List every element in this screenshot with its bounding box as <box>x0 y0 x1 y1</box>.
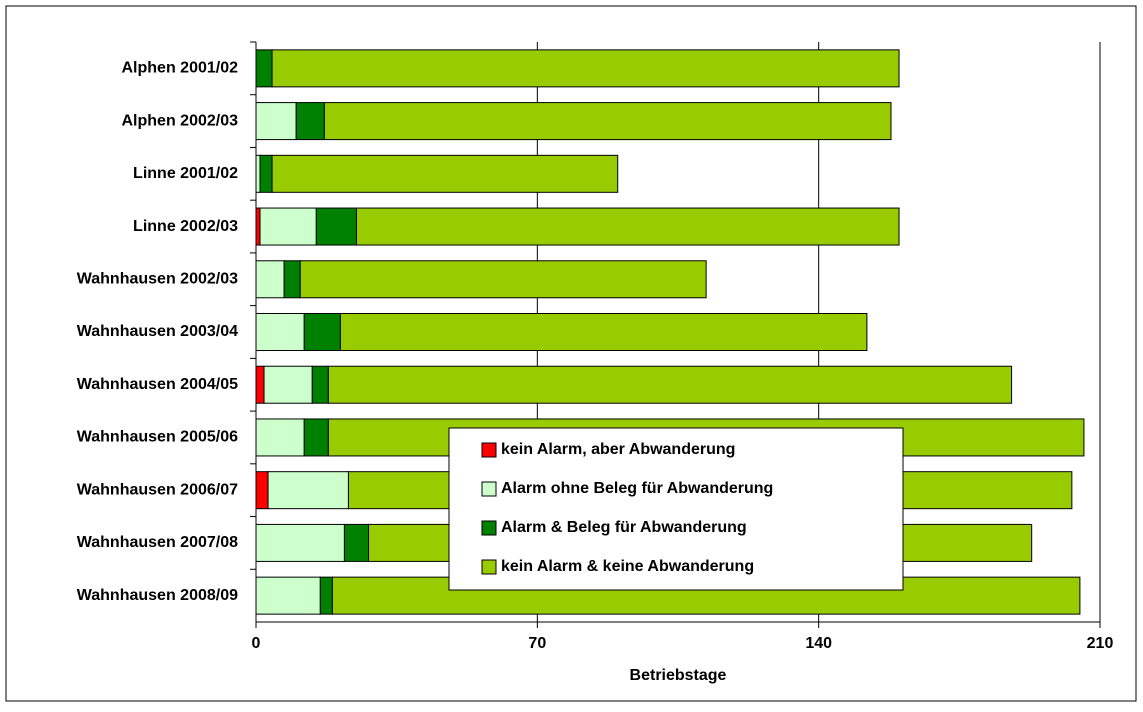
y-tick-label: Wahnhausen 2002/03 <box>77 270 238 287</box>
bar-segment <box>263 365 313 404</box>
legend-label: kein Alarm, aber Abwanderung <box>501 441 735 458</box>
y-tick-label: Wahnhausen 2006/07 <box>77 481 238 498</box>
y-tick-label: Linne 2001/02 <box>133 165 238 182</box>
bar-segment <box>343 523 370 562</box>
bar-segment <box>295 102 325 141</box>
x-tick-label: 210 <box>1087 635 1114 652</box>
bar-segment <box>339 313 868 351</box>
bar-segment <box>271 154 619 193</box>
bar-segment <box>255 418 305 457</box>
bar-segment <box>327 365 1013 404</box>
y-tick-label: Wahnhausen 2008/09 <box>77 587 238 604</box>
y-tick-label: Alphen 2002/03 <box>122 112 239 129</box>
bar-segment <box>283 260 301 299</box>
legend-swatch <box>481 442 497 458</box>
y-tick-label: Wahnhausen 2003/04 <box>77 323 238 340</box>
bar-segment <box>319 576 333 615</box>
bar-segment <box>255 207 261 246</box>
bar-segment <box>255 154 261 193</box>
bar-segment <box>271 49 900 88</box>
x-tick-label: 70 <box>528 635 546 652</box>
legend-swatch <box>481 481 497 497</box>
y-tick-label: Linne 2002/03 <box>133 218 238 235</box>
y-tick-label: Wahnhausen 2004/05 <box>77 376 238 393</box>
x-tick-label: 140 <box>805 635 832 652</box>
bar-segment <box>323 102 892 141</box>
x-axis-label: Betriebstage <box>630 667 727 684</box>
bar-segment <box>267 471 349 510</box>
legend-swatch <box>481 520 497 536</box>
legend-label: Alarm ohne Beleg für Abwanderung <box>501 480 773 497</box>
bar-segment <box>259 207 317 246</box>
legend-label: Alarm & Beleg für Abwanderung <box>501 519 747 536</box>
bar-segment <box>255 49 273 88</box>
bar-segment <box>255 576 321 615</box>
bar-segment <box>255 102 297 141</box>
bar-segment <box>255 313 305 351</box>
legend-label: kein Alarm & keine Abwanderung <box>501 558 754 575</box>
x-tick-label: 0 <box>252 635 261 652</box>
bar-segment <box>303 313 341 351</box>
y-tick-label: Alphen 2001/02 <box>122 60 239 77</box>
bar-segment <box>355 207 900 246</box>
legend-box <box>448 427 904 591</box>
bar-segment <box>255 471 269 510</box>
y-tick-label: Wahnhausen 2005/06 <box>77 429 238 446</box>
bar-segment <box>255 365 265 404</box>
bar-segment <box>255 260 285 299</box>
bar-segment <box>299 260 707 299</box>
bar-segment <box>255 523 345 562</box>
bar-segment <box>315 207 357 246</box>
bar-segment <box>311 365 329 404</box>
y-tick-label: Wahnhausen 2007/08 <box>77 534 238 551</box>
legend-swatch <box>481 559 497 575</box>
bar-segment <box>259 154 273 193</box>
bar-segment <box>303 418 329 457</box>
